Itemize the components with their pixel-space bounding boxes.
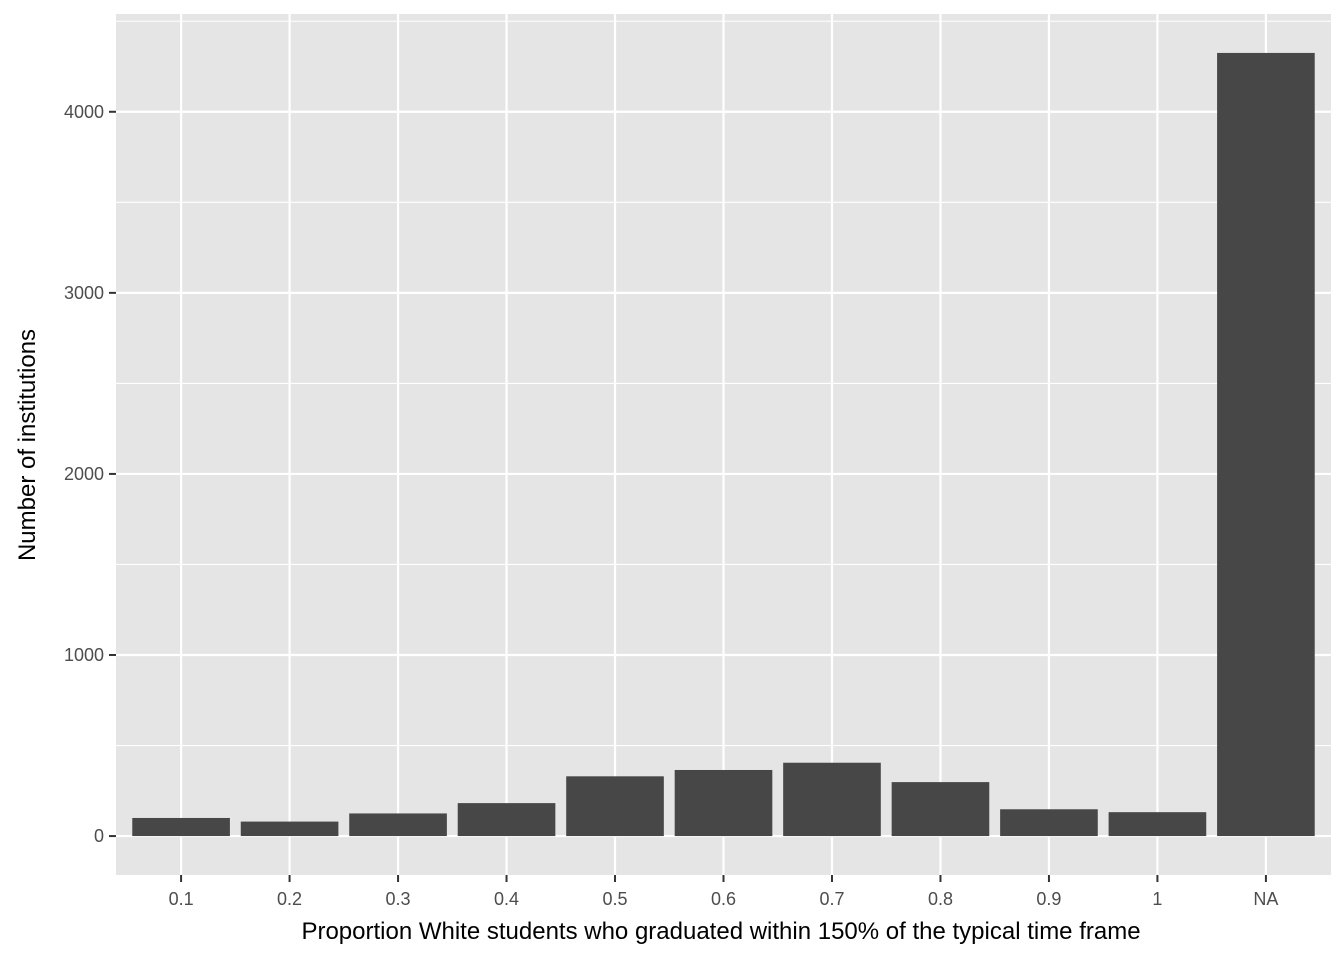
y-tick-label: 3000 — [64, 283, 104, 303]
bar-0.4 — [457, 803, 556, 837]
y-tick-label: 1000 — [64, 645, 104, 665]
x-axis-ticks: 0.1 0.2 0.3 0.4 0.5 0.6 0.7 0.8 0.9 1 NA — [169, 875, 1278, 909]
bar-0.8 — [891, 782, 990, 837]
x-axis-title: Proportion White students who graduated … — [301, 918, 1140, 945]
bar-0.5 — [566, 776, 664, 837]
y-tick-label: 4000 — [64, 102, 104, 122]
bar-0.3 — [349, 813, 447, 837]
x-tick-label: 0.7 — [819, 889, 844, 909]
x-tick-label: 0.9 — [1036, 889, 1061, 909]
bar-0.2 — [240, 821, 339, 837]
x-tick-label: 0.2 — [277, 889, 302, 909]
bar-0.9 — [1000, 809, 1098, 837]
bar-0.1 — [132, 817, 230, 837]
bar-0.6 — [674, 769, 773, 837]
x-tick-label: 0.3 — [386, 889, 411, 909]
major-gridlines — [116, 14, 1331, 875]
x-tick-label: 0.5 — [603, 889, 628, 909]
x-tick-label: 0.4 — [494, 889, 519, 909]
x-tick-label: 0.8 — [928, 889, 953, 909]
y-tick-label: 2000 — [64, 464, 104, 484]
bar-1 — [1108, 812, 1207, 837]
bar-NA — [1217, 52, 1315, 837]
x-tick-label: 1 — [1152, 889, 1162, 909]
y-axis-ticks: 0 1000 2000 3000 4000 — [64, 102, 116, 846]
bar-0.7 — [783, 762, 881, 837]
x-tick-label: NA — [1253, 889, 1278, 909]
x-tick-label: 0.1 — [169, 889, 194, 909]
x-tick-label: 0.6 — [711, 889, 736, 909]
y-tick-label: 0 — [94, 826, 104, 846]
bars — [132, 52, 1315, 837]
y-axis-title: Number of institutions — [14, 329, 41, 561]
